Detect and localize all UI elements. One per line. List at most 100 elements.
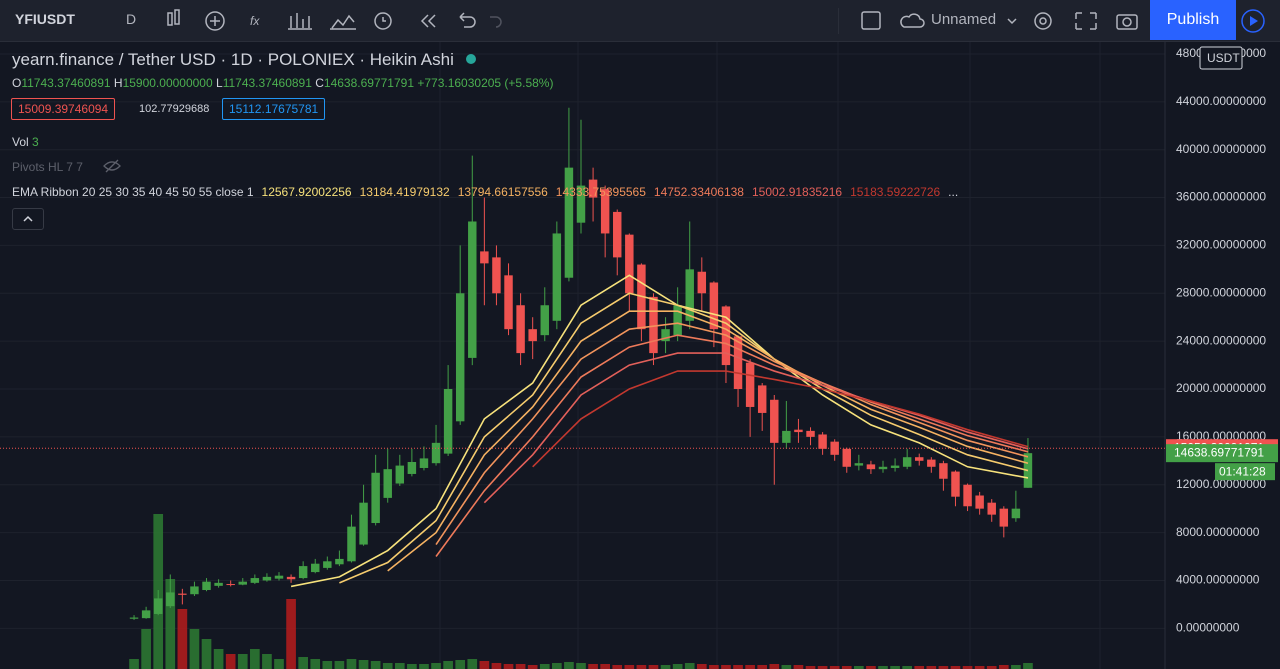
candle-body bbox=[745, 362, 755, 407]
volume-bar bbox=[769, 664, 780, 669]
candle-body bbox=[129, 617, 139, 619]
volume-bar bbox=[1023, 663, 1033, 669]
candle-body bbox=[576, 185, 586, 223]
y-tick-label: 12000.00000000 bbox=[1176, 477, 1266, 491]
volume-bar bbox=[805, 666, 816, 669]
candle-body bbox=[866, 464, 876, 470]
candle-body bbox=[757, 385, 767, 413]
tool-icons[interactable]: fx bbox=[160, 8, 510, 34]
candle-body bbox=[818, 434, 827, 449]
ema-value: 14333.75395565 bbox=[555, 185, 646, 199]
ema-more[interactable]: ... bbox=[948, 185, 959, 199]
volume-bar bbox=[213, 649, 224, 669]
volume-bar bbox=[515, 664, 526, 669]
volume-bar bbox=[370, 661, 381, 669]
layout-icons[interactable] bbox=[860, 10, 1020, 32]
ema-label: EMA Ribbon 20 25 30 35 40 45 50 55 close… bbox=[12, 185, 254, 199]
ema-value: 12567.92002256 bbox=[261, 185, 352, 199]
candle-body bbox=[540, 305, 549, 336]
volume-bar bbox=[503, 664, 514, 669]
ask[interactable]: 15112.17675781 bbox=[222, 98, 326, 120]
volume-bar bbox=[189, 629, 200, 669]
candle-body bbox=[999, 508, 1009, 527]
ema-value: 15183.59222726 bbox=[850, 185, 941, 199]
candle-body bbox=[190, 586, 199, 595]
volume-bar bbox=[382, 663, 393, 669]
y-tick-label: 4000.00000000 bbox=[1176, 573, 1260, 587]
candle-body bbox=[311, 563, 320, 573]
volume-bar bbox=[914, 666, 925, 669]
candle-body bbox=[335, 558, 344, 565]
volume-bar bbox=[237, 654, 248, 669]
candle-body bbox=[419, 458, 429, 468]
y-tick-label: 28000.00000000 bbox=[1176, 285, 1266, 299]
volume-bar bbox=[201, 639, 212, 669]
candle-body bbox=[842, 448, 851, 467]
o-label: O bbox=[12, 76, 22, 90]
l-label: L bbox=[216, 76, 223, 90]
volume-bar bbox=[841, 666, 852, 669]
ema-line bbox=[339, 292, 1029, 584]
interval[interactable]: D bbox=[126, 11, 137, 27]
chart: 0.00000000 4000.00000000 8000.00000000 1200… bbox=[0, 42, 1278, 669]
currency-box bbox=[1199, 46, 1243, 70]
symbol[interactable]: YFIUSDT bbox=[15, 11, 75, 27]
y-tick-label: 20000.00000000 bbox=[1176, 381, 1266, 395]
y-tick-label: 8000.00000000 bbox=[1176, 525, 1260, 539]
ema-value: 15002.91835216 bbox=[751, 185, 843, 199]
volume-bar bbox=[781, 665, 792, 669]
candle-body bbox=[383, 469, 392, 498]
candle-body bbox=[673, 305, 682, 336]
ema-line bbox=[387, 310, 1029, 572]
volume-bar bbox=[854, 666, 864, 669]
candle-body bbox=[492, 257, 501, 294]
candle-body bbox=[902, 457, 912, 467]
volume-bar bbox=[660, 665, 671, 669]
volume-bar bbox=[262, 654, 272, 669]
volume-bar bbox=[455, 660, 466, 669]
open: 11743.37460891 bbox=[21, 76, 111, 90]
hidden-icon[interactable] bbox=[103, 158, 121, 174]
candle-body bbox=[625, 234, 634, 294]
change: +773.16030205 (+5.58%) bbox=[417, 76, 554, 90]
volume-bar bbox=[467, 659, 478, 669]
volume-bar bbox=[648, 665, 659, 669]
candle-body bbox=[564, 167, 574, 278]
y-tick-label: 24000.00000000 bbox=[1176, 333, 1266, 347]
volume-bar bbox=[358, 660, 369, 669]
volume-bar bbox=[962, 666, 973, 669]
volume-bar bbox=[926, 666, 937, 669]
volume-bar bbox=[974, 666, 985, 669]
ema-line bbox=[435, 334, 1029, 557]
y-tick-label: 44000.00000000 bbox=[1176, 94, 1266, 108]
volume-bar bbox=[878, 666, 888, 669]
publish-button[interactable]: Publish bbox=[1150, 0, 1236, 40]
volume-bar bbox=[539, 664, 550, 669]
volume-bar bbox=[938, 666, 949, 669]
volume-bar bbox=[177, 609, 188, 669]
close-badge bbox=[1166, 444, 1278, 463]
settings-icons[interactable] bbox=[1030, 8, 1146, 34]
volume-bar bbox=[479, 661, 490, 669]
volume-bar bbox=[1011, 665, 1021, 669]
close: 14638.69771791 bbox=[323, 76, 414, 90]
c-label: C bbox=[315, 76, 324, 90]
candle-body bbox=[927, 459, 936, 467]
candle-body bbox=[443, 389, 453, 454]
collapse-button[interactable] bbox=[12, 208, 44, 230]
candle-body bbox=[975, 495, 984, 509]
layout-name[interactable]: Unnamed bbox=[931, 11, 997, 28]
vol-label: Vol bbox=[12, 135, 29, 149]
candle-body bbox=[1011, 508, 1021, 519]
ema-line bbox=[483, 352, 1029, 504]
volume-bar bbox=[733, 665, 743, 669]
candle-body bbox=[359, 502, 368, 545]
svg-text:fx: fx bbox=[250, 14, 260, 28]
volume-bar bbox=[322, 661, 333, 669]
replay-button[interactable] bbox=[1240, 8, 1266, 34]
candle-body bbox=[890, 465, 900, 468]
candle-body bbox=[214, 582, 223, 586]
candle-body bbox=[141, 610, 151, 619]
bid[interactable]: 15009.39746094 bbox=[11, 98, 116, 120]
